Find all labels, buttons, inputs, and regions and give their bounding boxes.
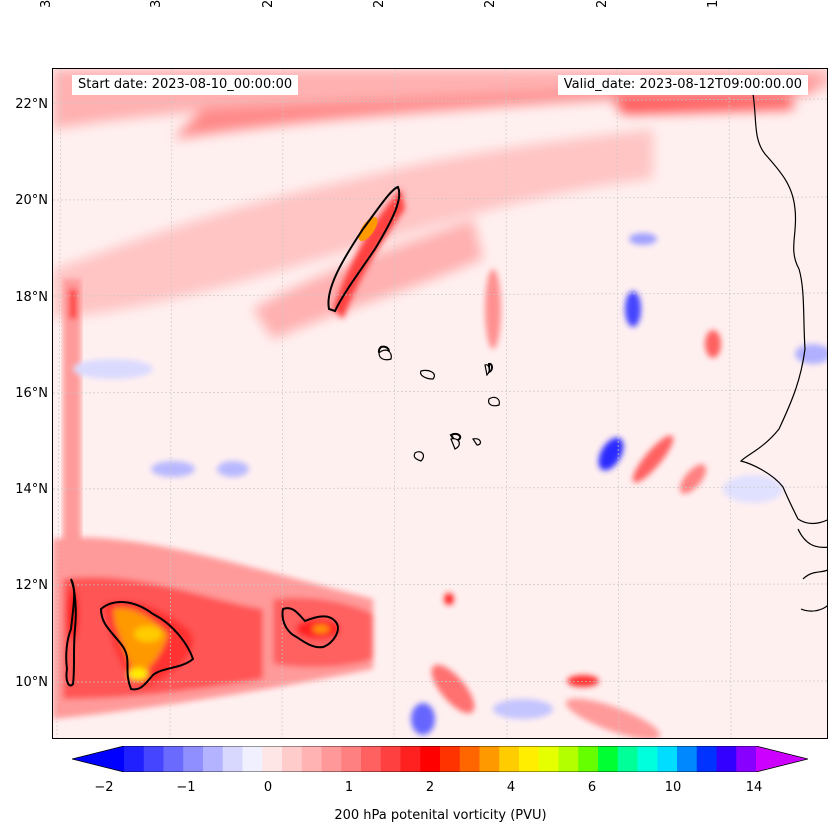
colorbar-tick: 0 (263, 780, 273, 795)
latitude-label: 22°N (15, 97, 48, 112)
west-pv-strip (63, 279, 81, 609)
island-outlines (378, 349, 500, 462)
colorbar-tick: 1 (344, 780, 354, 795)
colorbar-arrow-high (756, 746, 808, 772)
south-pv-band (53, 537, 454, 719)
coastline (739, 93, 827, 612)
colorbar-segment (301, 746, 322, 772)
colorbar-tick: 4 (506, 780, 516, 795)
colorbar-segment (380, 746, 401, 772)
colorbar-tick: 10 (664, 780, 682, 795)
colorbar-tick: −2 (94, 780, 114, 795)
colorbar-segment (696, 746, 717, 772)
pv-field (53, 69, 827, 738)
colorbar-segment (321, 746, 342, 772)
longitude-label: 32.5°W (39, 0, 54, 8)
colorbar-segment (361, 746, 382, 772)
pv-filaments (333, 189, 721, 738)
colorbar-segment (242, 746, 263, 772)
filament-core (358, 217, 378, 241)
colorbar-tick: −1 (176, 780, 196, 795)
latitude-label: 10°N (15, 675, 48, 690)
longitude-label: 30°W (149, 0, 164, 8)
colorbar-segment (203, 746, 224, 772)
colorbar-segment (459, 746, 480, 772)
colorbar-segment (163, 746, 184, 772)
colorbar-segment (183, 746, 204, 772)
colorbar-segment (558, 746, 579, 772)
colorbar-segment (341, 746, 362, 772)
colorbar-segment (222, 746, 243, 772)
colorbar-segment (282, 746, 303, 772)
latitude-label: 12°N (15, 578, 48, 593)
latitude-label: 20°N (15, 193, 48, 208)
colorbar-tick: 14 (745, 780, 763, 795)
longitude-label: 25°W (372, 0, 387, 8)
colorbar-segment (499, 746, 520, 772)
colorbar-segment (637, 746, 658, 772)
longitude-label: 27.5°W (261, 0, 276, 8)
colorbar-segment (598, 746, 619, 772)
colorbar (72, 746, 808, 772)
colorbar-segment (617, 746, 638, 772)
colorbar-segment (143, 746, 164, 772)
colorbar-arrow-low (72, 746, 124, 772)
colorbar-segment (538, 746, 559, 772)
latitude-label: 14°N (15, 482, 48, 497)
colorbar-segment (124, 746, 145, 772)
colorbar-segment (262, 746, 283, 772)
colorbar-segment (400, 746, 421, 772)
colorbar-tick: 2 (425, 780, 435, 795)
colorbar-segment (578, 746, 599, 772)
colorbar-tick: 6 (587, 780, 597, 795)
pv-map (52, 68, 828, 739)
colorbar-segment (420, 746, 441, 772)
colorbar-segment (716, 746, 737, 772)
colorbar-segment (677, 746, 698, 772)
longitude-label: 22.5°W (483, 0, 498, 8)
longitude-label: 20°W (595, 0, 610, 8)
valid-date-label: Valid_date: 2023-08-12T09:00:00.00 (557, 75, 808, 95)
latitude-label: 18°N (15, 290, 48, 305)
start-date-label: Start date: 2023-08-10_00:00:00 (72, 75, 299, 95)
graticule (53, 69, 827, 738)
longitude-label: 17.5°W (706, 0, 721, 8)
colorbar-segment (736, 746, 757, 772)
colorbar-label: 200 hPa potenital vorticity (PVU) (334, 808, 547, 823)
colorbar-segment (657, 746, 678, 772)
colorbar-segment (519, 746, 540, 772)
colorbar-segment (479, 746, 500, 772)
colorbar-segment (440, 746, 461, 772)
latitude-label: 16°N (15, 386, 48, 401)
